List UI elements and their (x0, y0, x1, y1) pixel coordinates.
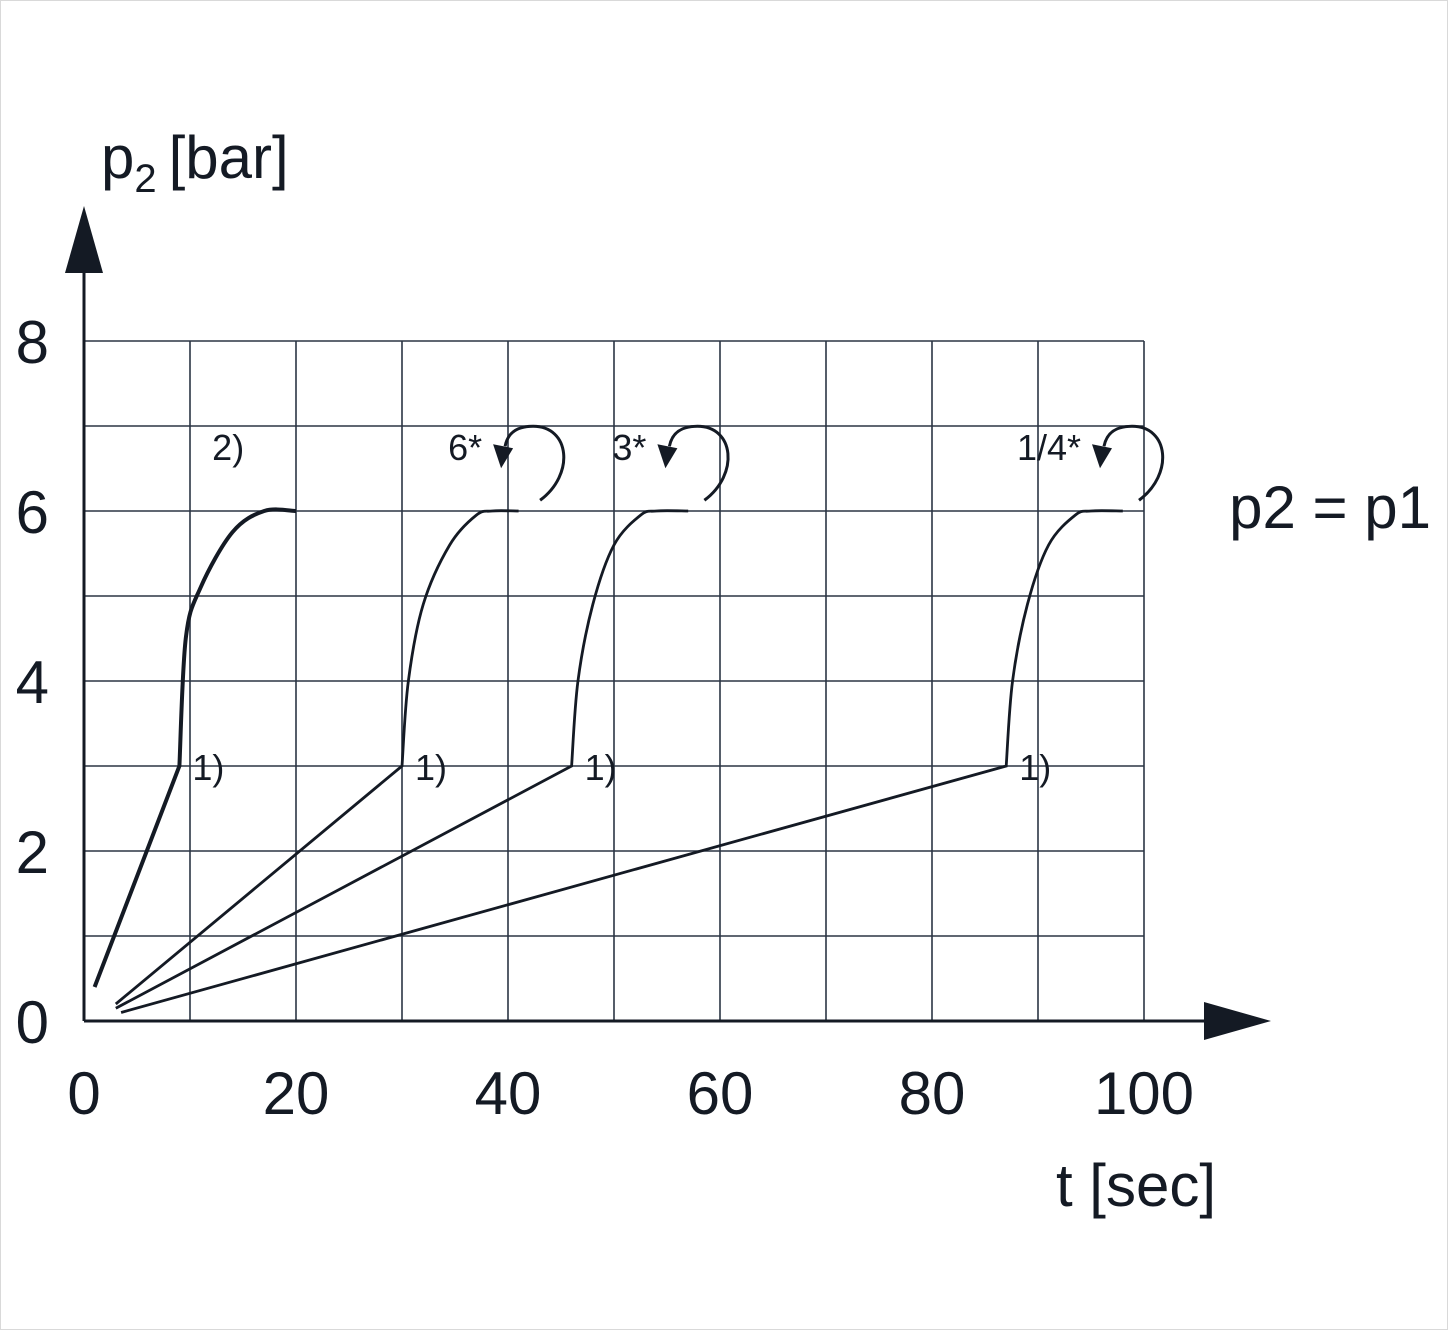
x-tick-label: 80 (899, 1060, 966, 1127)
x-axis-arrow-icon (1204, 1002, 1271, 1040)
rotation-arrow-icon (667, 424, 730, 502)
x-tick-label: 0 (67, 1060, 100, 1127)
y-tick-label: 8 (16, 309, 49, 376)
annotation-p2-equals-p1: p2 = p1 (1229, 474, 1431, 541)
rotation-arrowhead-icon (1092, 444, 1112, 469)
series-kink-label: 1) (585, 747, 617, 788)
series-kink-label: 1) (192, 747, 224, 788)
series-top-label: 3* (612, 427, 646, 468)
y-tick-label: 0 (16, 989, 49, 1056)
series-line (115, 509, 689, 1010)
x-axis-title: t [sec] (1056, 1152, 1216, 1219)
series-top-label: 6* (448, 427, 482, 468)
y-axis-title: p2 [bar] (101, 124, 289, 201)
y-axis-title-subscript: 2 (134, 157, 156, 201)
x-tick-label: 100 (1094, 1060, 1194, 1127)
series-kink-label: 1) (415, 747, 447, 788)
y-tick-label: 6 (16, 479, 49, 546)
y-axis-title-unit: [bar] (169, 124, 289, 191)
x-tick-label: 20 (263, 1060, 330, 1127)
y-tick-label: 4 (16, 649, 49, 716)
rotation-arrowhead-icon (657, 444, 678, 469)
series-line (92, 507, 297, 988)
rotation-arrow-icon (1102, 424, 1164, 502)
series-line (114, 509, 519, 1006)
rotation-arrowhead-icon (493, 444, 514, 469)
x-tick-label: 60 (687, 1060, 754, 1127)
y-tick-label: 2 (16, 819, 49, 886)
y-axis-title-main: p (101, 124, 134, 191)
series-line (120, 509, 1123, 1014)
series-top-label: 1/4* (1017, 427, 1081, 468)
x-tick-label: 40 (475, 1060, 542, 1127)
series-kink-label: 1) (1019, 747, 1051, 788)
y-axis-arrow-icon (65, 206, 103, 273)
rotation-arrow-icon (503, 424, 566, 502)
series-top-label: 2) (212, 427, 244, 468)
